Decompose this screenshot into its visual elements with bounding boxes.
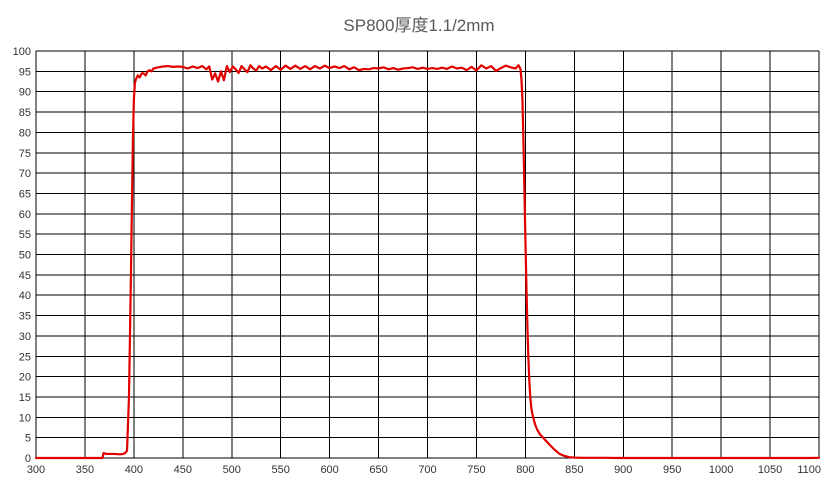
y-tick-label: 30 bbox=[19, 331, 31, 343]
x-tick-label: 400 bbox=[125, 464, 143, 476]
x-tick-label: 550 bbox=[272, 464, 290, 476]
x-tick-label: 300 bbox=[27, 464, 45, 476]
x-tick-label: 950 bbox=[663, 464, 681, 476]
y-tick-label: 60 bbox=[19, 209, 31, 221]
x-tick-label: 650 bbox=[369, 464, 387, 476]
y-tick-label: 5 bbox=[25, 433, 31, 445]
y-tick-label: 25 bbox=[19, 351, 31, 363]
grid-lines bbox=[35, 50, 820, 459]
x-tick-label: 700 bbox=[418, 464, 436, 476]
x-tick-label: 500 bbox=[223, 464, 241, 476]
x-tick-label: 600 bbox=[320, 464, 338, 476]
y-tick-label: 100 bbox=[13, 46, 31, 58]
x-tick-label: 1050 bbox=[758, 464, 782, 476]
y-tick-label: 50 bbox=[19, 250, 31, 262]
x-tick-label: 450 bbox=[174, 464, 192, 476]
x-tick-label: 800 bbox=[516, 464, 534, 476]
y-tick-label: 85 bbox=[19, 107, 31, 119]
y-tick-label: 90 bbox=[19, 87, 31, 99]
y-tick-label: 15 bbox=[19, 392, 31, 404]
y-tick-label: 35 bbox=[19, 311, 31, 323]
y-tick-label: 45 bbox=[19, 270, 31, 282]
y-tick-label: 95 bbox=[19, 66, 31, 78]
x-tick-label: 900 bbox=[614, 464, 632, 476]
x-tick-label: 850 bbox=[565, 464, 583, 476]
y-tick-label: 0 bbox=[25, 453, 31, 465]
x-tick-label: 750 bbox=[467, 464, 485, 476]
y-tick-label: 40 bbox=[19, 290, 31, 302]
x-tick-labels: 300 350 400 450 500 550 600 650 700 750 800 850 900 9… bbox=[27, 464, 821, 476]
series-lines bbox=[34, 64, 821, 460]
y-tick-label: 80 bbox=[19, 127, 31, 139]
y-tick-label: 55 bbox=[19, 229, 31, 241]
series-line bbox=[34, 64, 821, 460]
y-tick-label: 75 bbox=[19, 148, 31, 160]
y-tick-labels: 0 5 10 15 20 25 30 35 40 45 50 55 60 65 70 75 80 85 90 95 10… bbox=[13, 46, 31, 465]
y-tick-label: 65 bbox=[19, 188, 31, 200]
y-tick-label: 70 bbox=[19, 168, 31, 180]
chart-title: SP800厚度1.1/2mm bbox=[343, 16, 495, 35]
x-tick-label: 1000 bbox=[709, 464, 733, 476]
x-tick-label: 1100 bbox=[797, 464, 821, 476]
y-tick-label: 10 bbox=[19, 412, 31, 424]
x-tick-label: 350 bbox=[76, 464, 94, 476]
y-tick-label: 20 bbox=[19, 372, 31, 384]
